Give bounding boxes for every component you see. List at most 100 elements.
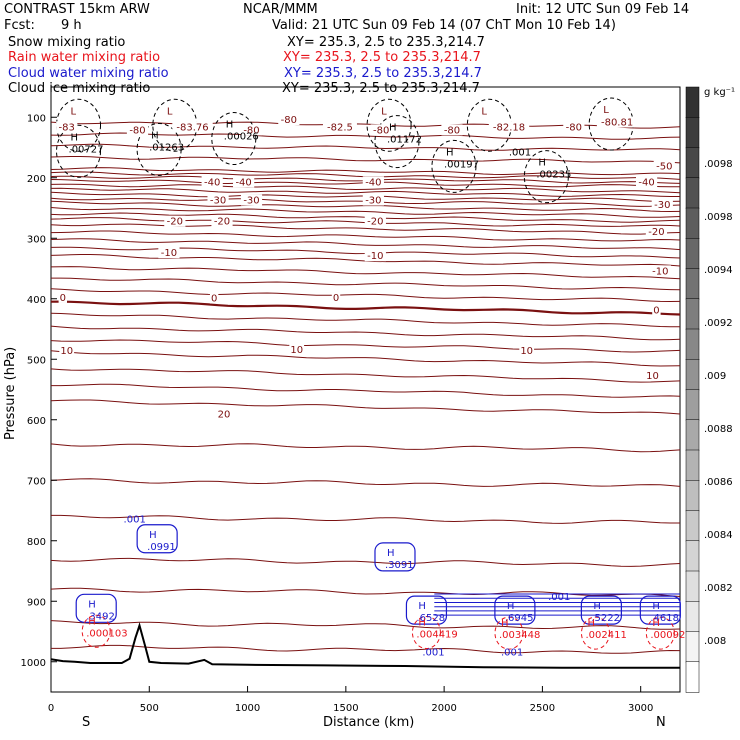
isotherm-label-bg bbox=[322, 121, 357, 133]
colorbar-swatch bbox=[685, 268, 700, 300]
colorbar-label: .0098 bbox=[704, 212, 733, 223]
colorbar-swatch bbox=[685, 631, 700, 663]
isotherm-label-bg bbox=[645, 370, 660, 382]
extremum-symbol: H bbox=[538, 158, 546, 169]
isotherm-label-bg bbox=[596, 116, 638, 128]
field-rain-name: Rain water mixing ratio bbox=[8, 50, 160, 65]
colorbar-swatch bbox=[685, 419, 700, 451]
extremum-value: .3492 bbox=[86, 611, 115, 622]
isotherm-label-bg bbox=[519, 345, 535, 357]
isotherm-line bbox=[50, 350, 681, 367]
colorbar-label: .009 bbox=[704, 371, 726, 382]
extremum-value: .001 bbox=[509, 147, 531, 158]
colorbar-label: .0086 bbox=[704, 477, 733, 488]
field-snow-name: Snow mixing ratio bbox=[8, 35, 125, 50]
extremum-value: .001 bbox=[501, 648, 523, 659]
extremum-symbol: H bbox=[587, 618, 595, 629]
isotherm-label: 10 bbox=[520, 346, 533, 357]
isotherm-line bbox=[50, 266, 681, 280]
isotherm-label-bg bbox=[488, 121, 530, 133]
isotherm-label-bg bbox=[635, 176, 658, 188]
isotherm-line bbox=[50, 288, 681, 303]
isotherm-label: -20 bbox=[367, 217, 383, 228]
field-rain-xy: XY= 235.3, 2.5 to 235.3,214.7 bbox=[283, 50, 481, 65]
y-tick-label: 300 bbox=[27, 234, 46, 245]
extremum-value: .00235 bbox=[536, 170, 571, 181]
extremum-value: .000103 bbox=[86, 628, 127, 639]
isotherm-label: 0 bbox=[653, 306, 659, 317]
isotherm-line bbox=[50, 156, 681, 164]
isotherm-label: -80 bbox=[129, 125, 145, 136]
extremum-symbol: L bbox=[481, 106, 487, 117]
extremum-value: .01172 bbox=[387, 135, 422, 146]
isotherm-line bbox=[51, 644, 681, 654]
isotherm-label-bg bbox=[59, 345, 75, 357]
x-tick-label: 1000 bbox=[235, 703, 260, 714]
extremum-symbol: H bbox=[507, 601, 515, 612]
extremum-value: .00092 bbox=[650, 630, 685, 641]
isotherm-label: 10 bbox=[646, 371, 659, 382]
isotherm-label: -50 bbox=[656, 162, 672, 173]
colorbar-swatch bbox=[685, 359, 700, 391]
snow-ice-contour bbox=[136, 122, 182, 176]
isotherm-label: -30 bbox=[654, 200, 670, 211]
isotherm-label: -80 bbox=[566, 122, 582, 133]
y-tick-label: 900 bbox=[27, 597, 46, 608]
valid-time: Valid: 21 UTC Sun 09 Feb 14 (07 ChT Mon … bbox=[272, 18, 616, 33]
extremum-symbol: H bbox=[226, 120, 234, 131]
colorbar-label: .0094 bbox=[704, 265, 733, 276]
isotherm-label: -10 bbox=[161, 248, 177, 259]
isotherm-line bbox=[50, 238, 681, 251]
extremum-symbol: H bbox=[387, 548, 395, 559]
isotherm-label: 0 bbox=[333, 293, 339, 304]
colorbar-label: .0092 bbox=[704, 318, 733, 329]
extremum-value: .001 bbox=[422, 648, 444, 659]
isotherm-label-bg bbox=[209, 292, 219, 304]
isotherm-label-bg bbox=[653, 160, 675, 172]
header: CONTRAST 15km ARW NCAR/MMM Init: 12 UTC … bbox=[4, 2, 689, 96]
isotherm-line bbox=[50, 339, 681, 353]
x-tick-label: 2500 bbox=[530, 703, 555, 714]
isotherm-line bbox=[50, 557, 681, 567]
isotherm-label-bg bbox=[158, 247, 180, 259]
extremum-symbol: H bbox=[418, 601, 426, 612]
isotherm-line bbox=[50, 443, 681, 453]
isotherm-label: -10 bbox=[652, 266, 668, 277]
isotherm-line bbox=[50, 399, 681, 415]
isotherm-label: -80 bbox=[281, 115, 297, 126]
extremum-symbol: H bbox=[88, 599, 96, 610]
isotherm-label: -20 bbox=[648, 227, 664, 238]
isotherm-label: -80 bbox=[373, 125, 389, 136]
extremum-value: .00026 bbox=[224, 132, 259, 143]
colorbar-swatch bbox=[685, 298, 700, 330]
extremum-value: .6528 bbox=[416, 613, 445, 624]
extremum-value: .001 bbox=[124, 515, 146, 526]
isotherm-label-bg bbox=[278, 114, 300, 126]
model-title: CONTRAST 15km ARW bbox=[4, 2, 150, 17]
isotherm-label-bg bbox=[331, 291, 341, 303]
colorbar-swatch bbox=[685, 389, 700, 421]
isotherm-label: -80 bbox=[243, 125, 259, 136]
colorbar-label: .0088 bbox=[704, 424, 733, 435]
extremum-value: .002411 bbox=[585, 630, 626, 641]
isotherm-line bbox=[50, 312, 681, 328]
isotherm-label-bg bbox=[362, 194, 384, 206]
snow-ice-contour bbox=[523, 150, 569, 204]
x-tick-label: 1500 bbox=[333, 703, 358, 714]
colorbar-label: .0084 bbox=[704, 530, 733, 541]
isotherm-label: -30 bbox=[210, 196, 226, 207]
isotherm-label-bg bbox=[364, 215, 386, 227]
isotherm-label-bg bbox=[364, 250, 386, 262]
x-tick-label: 0 bbox=[48, 703, 54, 714]
extremum-symbol: H bbox=[88, 616, 96, 627]
extrema-labels: L L L L LH.00727H.01263H.00026H.01172H.00197… bbox=[69, 105, 686, 659]
terrain-surface bbox=[50, 622, 680, 669]
x-end-right: N bbox=[656, 715, 666, 730]
plot-frame bbox=[50, 86, 681, 693]
rain-contour bbox=[494, 616, 524, 650]
snow-ice-contour bbox=[374, 115, 420, 169]
extremum-value: .6945 bbox=[505, 613, 534, 624]
isotherm-label-bg bbox=[652, 304, 661, 316]
isotherm-label: -80 bbox=[444, 125, 460, 136]
y-tick-label: 400 bbox=[27, 295, 46, 306]
